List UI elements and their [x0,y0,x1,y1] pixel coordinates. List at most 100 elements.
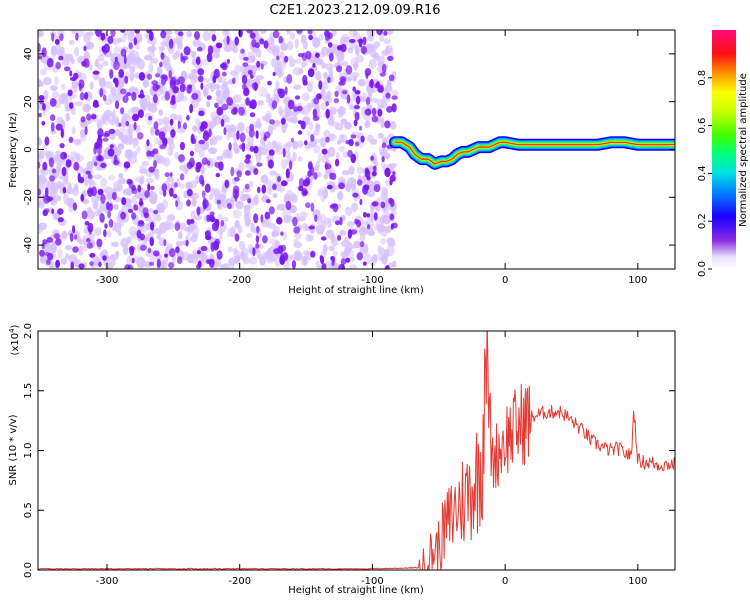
noise-speckle-light [102,60,109,66]
noise-speckle-dark [360,45,367,55]
noise-speckle-light [276,68,284,78]
noise-speckle-light [93,174,103,180]
noise-speckle-light [100,177,108,188]
spectrogram-noise [38,30,399,269]
noise-speckle-dark [346,94,351,104]
noise-speckle-dark [153,209,159,215]
noise-speckle-light [125,59,130,68]
noise-speckle-light [192,221,198,230]
noise-speckle-dark [208,128,212,138]
noise-speckle-dark [128,246,136,251]
noise-speckle-dark [333,98,340,104]
noise-speckle-dark [246,30,253,34]
noise-speckle-dark [153,121,159,130]
noise-speckle-dark [256,186,261,194]
noise-speckle-dark [51,32,55,42]
noise-speckle-light [307,234,314,242]
noise-speckle-dark [302,80,308,86]
noise-speckle-dark [305,202,311,209]
noise-speckle-dark [100,193,106,204]
noise-speckle-dark [200,82,204,90]
noise-speckle-dark [174,182,178,188]
noise-speckle-dark [131,212,137,220]
noise-speckle-light [109,254,119,261]
noise-speckle-dark [155,84,161,89]
noise-speckle-dark [256,60,261,68]
noise-speckle-light [352,62,359,70]
noise-speckle-light [315,71,322,81]
noise-speckle-dark [206,95,212,100]
noise-speckle-dark [338,182,345,190]
noise-speckle-light [315,123,321,131]
snr-x-axis-label: Height of straight line (km) [288,585,424,596]
noise-speckle-dark [249,145,255,152]
noise-speckle-dark [307,30,313,35]
noise-speckle-dark [242,62,249,67]
noise-speckle-light [370,97,379,103]
noise-speckle-dark [355,141,360,147]
noise-speckle-dark [131,91,137,101]
noise-speckle-light [56,182,63,189]
noise-speckle-light [118,133,124,140]
noise-speckle-dark [249,124,255,131]
noise-speckle-light [202,88,209,97]
noise-speckle-light [318,33,324,41]
noise-speckle-dark [155,73,161,78]
noise-speckle-dark [201,190,206,198]
noise-speckle-dark [391,103,397,113]
noise-speckle-dark [263,40,269,49]
colorbar-tick-label: 0.0 [697,261,708,277]
noise-speckle-dark [93,145,97,155]
noise-speckle-dark [280,253,284,262]
noise-speckle-dark [280,244,287,252]
noise-speckle-light [68,203,74,213]
noise-speckle-light [115,117,120,128]
noise-speckle-dark [179,141,185,151]
noise-speckle-dark [142,207,149,216]
noise-speckle-dark [59,143,65,149]
noise-speckle-light [130,57,140,63]
spectrogram-y-tick-label: 0 [23,146,34,152]
noise-speckle-dark [310,133,315,142]
noise-speckle-dark [91,186,97,197]
noise-speckle-light [274,119,281,127]
noise-speckle-light [293,233,302,240]
noise-speckle-dark [114,100,120,110]
noise-speckle-dark [182,122,188,130]
noise-speckle-dark [44,187,49,197]
noise-speckle-dark [373,83,380,89]
spectrogram-x-ticks: -300 -200 -100 0 100 [96,30,647,286]
noise-speckle-dark [77,172,81,183]
noise-speckle-dark [255,235,260,244]
noise-speckle-light [97,123,103,129]
noise-speckle-dark [160,30,167,39]
noise-speckle-dark [134,30,140,34]
noise-speckle-dark [373,165,377,172]
noise-speckle-dark [125,120,130,127]
noise-speckle-dark [347,229,353,239]
noise-speckle-dark [260,214,264,223]
noise-speckle-light [94,209,101,217]
noise-speckle-dark [83,45,87,52]
noise-speckle-dark [239,144,244,150]
noise-speckle-light [287,116,297,123]
noise-speckle-light [377,132,384,139]
noise-speckle-dark [148,31,154,41]
noise-speckle-light [151,194,157,201]
noise-speckle-light [89,81,94,90]
noise-speckle-dark [120,88,127,95]
noise-speckle-dark [208,258,215,265]
noise-speckle-light [297,216,306,222]
noise-speckle-dark [48,157,55,168]
noise-speckle-dark [285,200,292,211]
noise-speckle-light [380,238,386,245]
noise-speckle-dark [268,159,273,169]
noise-speckle-light [75,101,83,107]
noise-speckle-dark [271,100,278,110]
noise-speckle-dark [80,116,86,123]
noise-speckle-dark [81,210,88,220]
noise-speckle-light [50,85,58,91]
noise-speckle-dark [278,35,284,44]
noise-speckle-light [271,140,277,148]
noise-speckle-dark [172,85,179,94]
